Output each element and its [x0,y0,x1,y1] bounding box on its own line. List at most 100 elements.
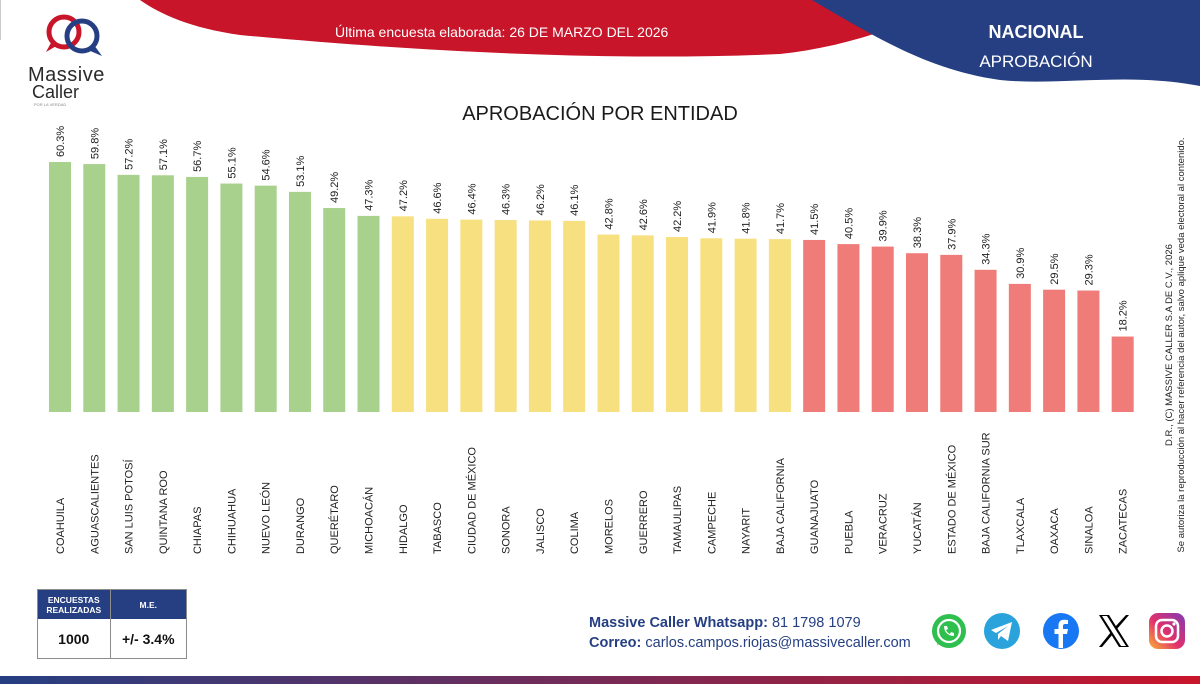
bar-22 [803,239,826,412]
bar-3 [151,175,174,412]
survey-date: Última encuesta elaborada: 26 DE MARZO D… [335,24,669,40]
bar-29 [1043,289,1066,412]
bar-12 [460,219,483,412]
value-label-17: 42.6% [638,199,650,230]
header-red-band [140,0,960,57]
category-label-29: OAXACA [1049,507,1061,554]
bar-8 [323,208,346,412]
category-label-17: GUERRERO [638,490,650,554]
bar-24 [871,246,894,412]
value-label-1: 59.8% [89,128,101,159]
category-label-2: SAN LUIS POTOSÍ [123,459,136,554]
x-icon[interactable] [1095,612,1133,650]
logo-speech-bubbles-icon [46,14,102,56]
value-label-8: 49.2% [329,172,341,203]
bar-5 [220,183,243,412]
logo-tagline: POR LA VERDAD [34,102,67,107]
whatsapp-number[interactable]: 81 1798 1079 [771,615,861,631]
value-label-18: 42.2% [672,201,684,232]
bar-19 [700,238,723,412]
logo-name-line2: Caller [32,82,80,102]
category-label-3: QUINTANA ROO [158,470,170,554]
value-label-25: 38.3% [912,217,924,248]
bar-21 [768,239,791,412]
value-label-13: 46.3% [501,184,513,215]
value-label-12: 46.4% [466,183,478,214]
bar-30 [1077,290,1100,412]
bar-27 [974,269,997,412]
survey-stats-box: ENCUESTAS REALIZADAS M.E. 1000 +/- 3.4% [37,589,187,659]
copyright-line2: Se autoriza la reproducción al hacer ref… [1176,137,1187,553]
value-label-24: 39.9% [878,210,890,241]
metric-label: APROBACIÓN [979,52,1093,71]
massive-caller-logo: Massive Caller POR LA VERDAD [18,8,126,107]
facebook-icon[interactable] [1042,612,1080,650]
category-label-23: PUEBLA [843,510,855,554]
bar-0 [49,162,71,412]
category-label-12: CIUDAD DE MÉXICO [465,447,478,554]
category-label-5: CHIHUAHUA [226,488,238,554]
bar-11 [426,218,449,412]
category-label-8: QUERÉTARO [328,485,341,554]
email-contact: Correo: carlos.campos.riojas@massivecall… [589,635,911,651]
surveys-value: 1000 [38,619,111,658]
category-label-24: VERACRUZ [878,493,890,554]
bar-7 [288,191,311,412]
value-label-23: 40.5% [843,208,855,239]
value-label-6: 54.6% [261,149,273,180]
scope-label: NACIONAL [988,22,1084,42]
bar-14 [528,220,551,412]
bar-4 [186,176,209,412]
category-label-13: SONORA [501,506,513,554]
instagram-icon[interactable] [1148,612,1186,650]
value-label-26: 37.9% [946,218,958,249]
surveys-label: ENCUESTAS REALIZADAS [38,590,111,619]
category-label-30: SINALOA [1083,506,1095,554]
value-label-20: 41.8% [741,202,753,233]
bar-9 [357,215,380,412]
bar-6 [254,185,277,412]
category-label-14: JALISCO [535,508,547,554]
value-label-2: 57.2% [124,138,136,169]
margin-error-value: +/- 3.4% [121,630,175,647]
header-blue-band [812,0,1200,86]
value-label-22: 41.5% [809,204,821,235]
bar-23 [837,244,860,412]
value-label-5: 55.1% [226,147,238,178]
bar-20 [734,238,757,412]
whatsapp-icon[interactable] [930,612,968,650]
value-label-4: 56.7% [192,141,204,172]
category-label-26: ESTADO DE MÉXICO [945,444,958,554]
category-label-27: BAJA CALIFORNIA SUR [981,432,993,554]
value-label-29: 29.5% [1049,253,1061,284]
bar-25 [906,253,928,412]
category-label-25: YUCATÁN [911,502,924,554]
value-label-28: 30.9% [1015,247,1027,278]
category-label-28: TLAXCALA [1015,497,1027,554]
category-label-10: HIDALGO [398,504,410,554]
category-label-16: MORELOS [603,499,615,554]
value-label-3: 57.1% [158,139,170,170]
margin-error-label: M.E. [139,599,157,610]
value-label-21: 41.7% [775,203,787,234]
bar-10 [391,216,414,412]
category-label-22: GUANAJUATO [809,479,821,554]
value-label-30: 29.3% [1083,254,1095,285]
category-label-19: CAMPECHE [706,492,718,554]
copyright-line1: D.R., (C) MASSIVE CALLER S.A DE C.V., 20… [1164,244,1175,446]
bar-18 [666,237,689,412]
category-label-1: AGUASCALIENTES [89,454,101,554]
category-label-21: BAJA CALIFORNIA [775,457,787,554]
email-address[interactable]: carlos.campos.riojas@massivecaller.com [645,635,911,651]
value-label-31: 18.2% [1118,300,1130,331]
bar-31 [1111,336,1134,412]
category-label-11: TABASCO [432,502,444,554]
telegram-icon[interactable] [983,612,1021,650]
bar-17 [631,235,654,412]
logo-name-line1: Massive [28,64,105,86]
category-label-4: CHIAPAS [192,507,204,554]
bar-1 [83,164,106,412]
bar-13 [494,220,517,412]
copyright-notice: D.R., (C) MASSIVE CALLER S.A DE C.V., 20… [1164,115,1188,575]
header-background [0,0,1200,86]
